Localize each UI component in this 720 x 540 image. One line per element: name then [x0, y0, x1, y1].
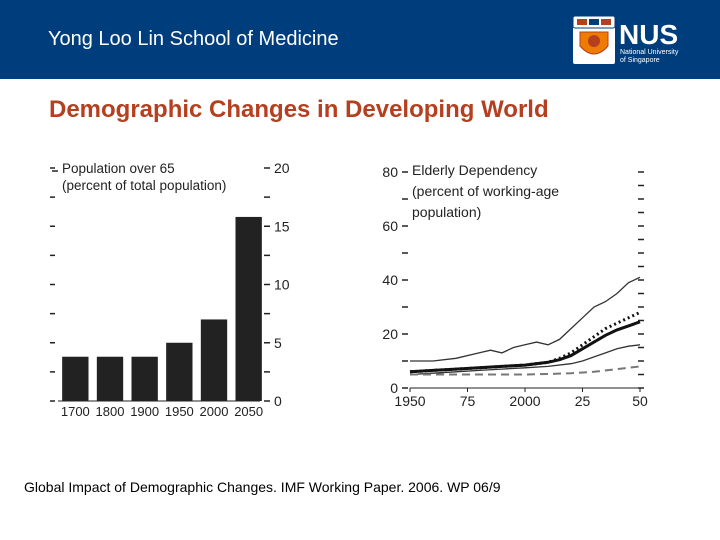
citation: Global Impact of Demographic Changes. IM…	[24, 479, 501, 495]
bar-1800	[96, 356, 124, 401]
y-tick-label: 15	[274, 218, 290, 234]
line-chart-title-line: population)	[412, 204, 481, 220]
x-tick-label: 2000	[200, 404, 229, 419]
charts-figure: Population over 65 (percent of total popu…	[50, 160, 648, 419]
line-chart-title-line: (percent of working-age	[412, 183, 559, 199]
x-tick-label: 2000	[509, 393, 540, 409]
school-name: Yong Loo Lin School of Medicine	[48, 28, 339, 50]
bar-1900	[131, 356, 158, 401]
header-bar: Yong Loo Lin School of Medicine NUS Nati…	[0, 0, 720, 79]
y-tick-label: 5	[274, 335, 282, 351]
y-tick-label: 60	[382, 218, 398, 234]
bar-chart-title-line: (percent of total population)	[62, 178, 226, 193]
bar-1700	[62, 356, 89, 401]
bar-2050	[235, 216, 262, 401]
x-tick-label: 75	[460, 393, 476, 409]
series-line-4	[409, 344, 641, 376]
series-line-2	[409, 311, 641, 374]
bar-1950	[166, 342, 193, 401]
y-tick-label: 10	[274, 277, 290, 293]
bar-chart-title-line: Population over 65	[62, 161, 175, 176]
series-line-1	[410, 276, 641, 362]
book-icon	[601, 19, 611, 25]
y-tick-label: 0	[390, 380, 398, 396]
x-tick-label: 1700	[61, 404, 90, 419]
y-tick-label: 80	[382, 164, 398, 180]
y-tick-label: 0	[274, 393, 282, 409]
line-chart-title-line: Elderly Dependency	[412, 162, 537, 178]
book-icon	[589, 19, 599, 25]
y-tick-label: 20	[382, 326, 398, 342]
logo-wordmark: NUS	[619, 19, 678, 50]
slide-title: Demographic Changes in Developing World	[49, 96, 549, 123]
bar-2000	[200, 319, 228, 401]
y-tick-label: 20	[274, 160, 290, 176]
x-tick-label: 50	[632, 393, 648, 409]
x-tick-label: 1900	[130, 404, 159, 419]
x-tick-label: 1800	[96, 404, 125, 419]
series-line-3	[409, 320, 641, 374]
book-icon	[577, 19, 587, 25]
y-tick-label: 40	[382, 272, 398, 288]
x-tick-label: 1950	[394, 393, 425, 409]
logo-subtitle-line-2: of Singapore	[620, 57, 660, 64]
lion-head-icon	[588, 35, 600, 47]
x-tick-label: 2050	[234, 404, 263, 419]
elderly-dependency-chart: Elderly Dependency (percent of working-ag…	[382, 162, 648, 409]
population-over-65-chart: Population over 65 (percent of total popu…	[50, 160, 290, 419]
logo-subtitle-line-1: National University	[620, 49, 679, 56]
x-tick-label: 25	[575, 393, 591, 409]
nus-logo: NUS National University of Singapore	[572, 15, 679, 64]
x-tick-label: 1950	[165, 404, 194, 419]
